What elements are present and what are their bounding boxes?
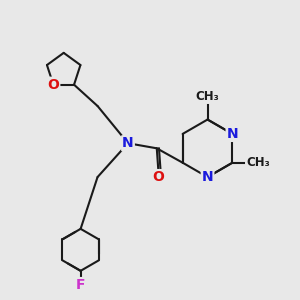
Text: N: N (122, 136, 134, 150)
Text: CH₃: CH₃ (196, 90, 219, 103)
Text: O: O (47, 78, 59, 92)
Text: N: N (226, 127, 238, 141)
Text: CH₃: CH₃ (246, 156, 270, 169)
Text: F: F (76, 278, 86, 292)
Text: N: N (202, 170, 213, 184)
Text: O: O (152, 170, 164, 184)
